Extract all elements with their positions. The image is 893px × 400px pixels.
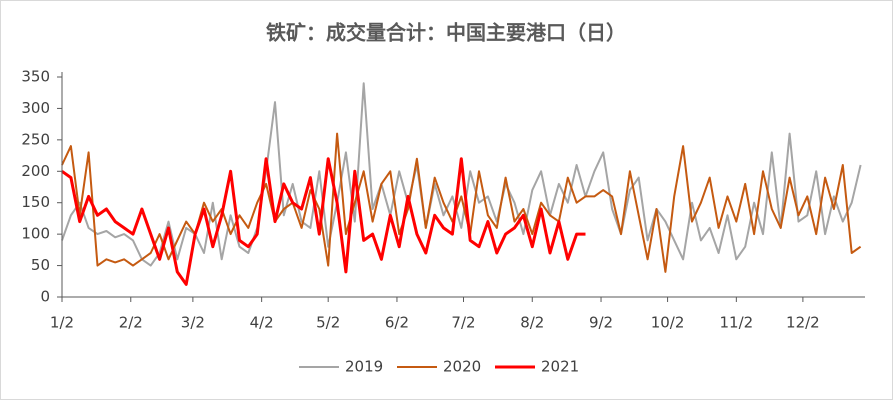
x-tick-label: 9/2 [589,314,613,332]
x-tick-label: 2/2 [119,314,143,332]
y-tick-label: 200 [21,162,50,180]
y-tick-label: 250 [21,130,50,148]
y-tick-label: 100 [21,225,50,243]
x-tick-label: 11/2 [719,314,753,332]
x-tick-label: 5/2 [316,314,340,332]
chart-title: 铁矿：成交量合计：中国主要港口（日） [266,21,626,45]
x-tick-label: 8/2 [520,314,544,332]
legend-label: 2020 [443,358,481,376]
x-tick-label: 7/2 [451,314,475,332]
y-tick-label: 150 [21,193,50,211]
x-tick-label: 12/2 [786,314,820,332]
x-tick-label: 10/2 [651,314,685,332]
legend-label: 2021 [541,358,579,376]
x-tick-label: 6/2 [385,314,409,332]
x-tick-label: 3/2 [181,314,205,332]
series-line [61,157,586,286]
x-tick-label: 1/2 [50,314,74,332]
x-tick-label: 4/2 [250,314,274,332]
y-tick-label: 300 [21,99,50,117]
y-tick-label: 50 [31,256,50,274]
legend-label: 2019 [345,358,383,376]
y-tick-label: 0 [40,288,50,306]
y-tick-label: 350 [21,68,50,86]
